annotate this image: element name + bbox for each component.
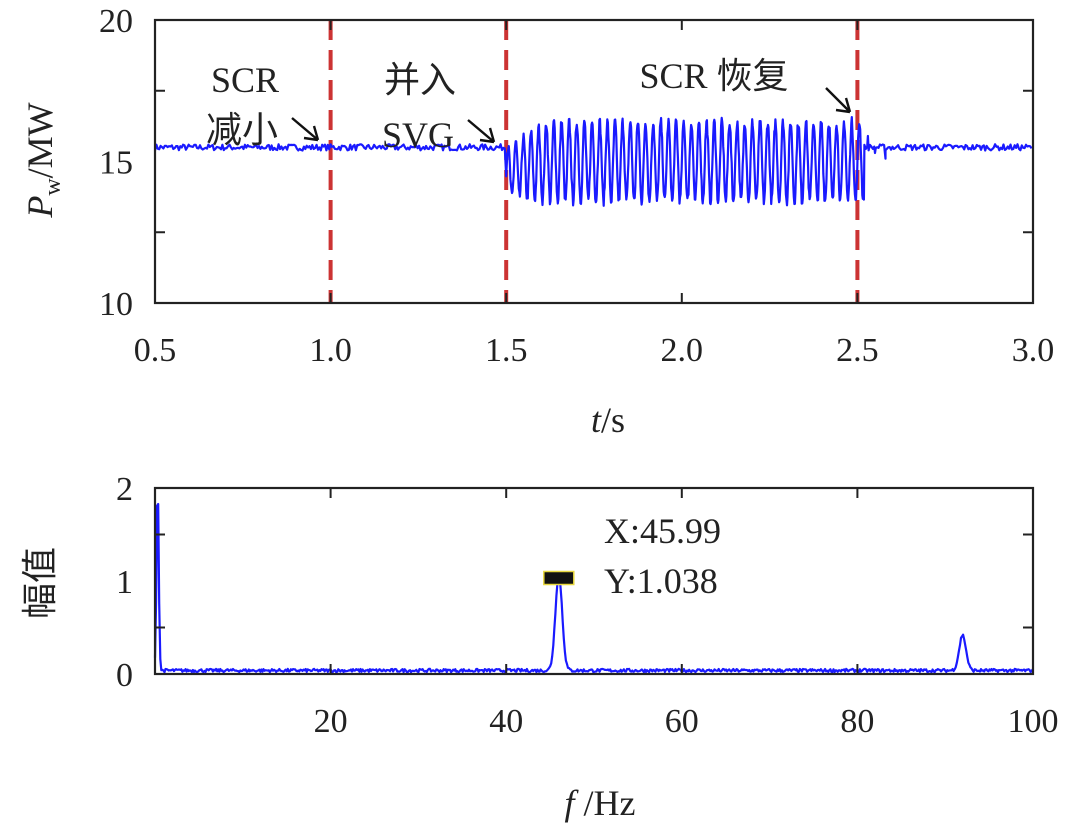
y-tick-label: 15 bbox=[99, 145, 133, 182]
y-label-subscript: w bbox=[40, 178, 66, 196]
y-tick-label: 2 bbox=[116, 471, 133, 508]
arrow-icon bbox=[467, 119, 496, 144]
x-tick-label: 1.0 bbox=[309, 332, 352, 369]
y-tick-label: 10 bbox=[99, 286, 133, 323]
annotation-svg-join-line2: SVG bbox=[382, 115, 454, 155]
arrow-icon bbox=[291, 117, 320, 142]
arrow-icon bbox=[825, 87, 852, 114]
x-label-italic: t bbox=[591, 400, 602, 440]
x-tick-label: 60 bbox=[665, 703, 699, 740]
power-chart: 0.5 1.0 1.5 2.0 2.5 3.0 10 15 20 Pw/MW t/s SCR 减… bbox=[20, 3, 1054, 440]
x-tick-label: 80 bbox=[840, 703, 874, 740]
event-lines bbox=[328, 20, 860, 303]
x-tick-label: 20 bbox=[314, 703, 348, 740]
x-tick-label: 3.0 bbox=[1012, 332, 1055, 369]
annotation-scr-reduce-line2: 减小 bbox=[206, 110, 278, 150]
y-tick-label: 1 bbox=[116, 564, 133, 601]
data-tip: X:45.99 Y:1.038 bbox=[543, 511, 721, 601]
x-tick-label: 2.5 bbox=[836, 332, 879, 369]
power-y-axis-label: Pw/MW bbox=[20, 102, 66, 218]
power-axis-ticks: 0.5 1.0 1.5 2.0 2.5 3.0 10 15 20 bbox=[99, 3, 1054, 369]
y-label-italic: P bbox=[20, 196, 60, 219]
power-x-axis-label: t/s bbox=[591, 400, 625, 440]
spectrum-x-axis-label: f /Hz bbox=[565, 783, 636, 823]
x-tick-label: 2.0 bbox=[661, 332, 704, 369]
annotation-scr-reduce-line1: SCR bbox=[211, 60, 279, 100]
data-tip-marker bbox=[543, 570, 575, 586]
y-tick-label: 20 bbox=[99, 3, 133, 40]
x-tick-label: 1.5 bbox=[485, 332, 528, 369]
y-label-unit: /MW bbox=[20, 102, 60, 178]
spectrum-series-line bbox=[153, 502, 1034, 674]
spectrum-chart: 20 40 60 80 100 0 1 2 幅值 f /Hz X:45.99 Y:1.038 bbox=[20, 471, 1059, 823]
data-tip-y-label: Y:1.038 bbox=[604, 561, 718, 601]
annotation-scr-restore: SCR 恢复 bbox=[639, 56, 852, 114]
annotation-scr-reduce: SCR 减小 bbox=[206, 60, 320, 150]
annotation-scr-restore-text: SCR 恢复 bbox=[639, 56, 788, 96]
power-plot-frame bbox=[153, 18, 1035, 305]
spectrum-plot-frame bbox=[153, 486, 1035, 676]
power-series-line bbox=[153, 116, 1033, 207]
x-tick-label: 0.5 bbox=[134, 332, 177, 369]
annotation-svg-join-line1: 并入 bbox=[384, 60, 456, 100]
annotation-svg-join: 并入 SVG bbox=[382, 60, 496, 155]
x-tick-label: 100 bbox=[1008, 703, 1059, 740]
y-tick-label: 0 bbox=[116, 657, 133, 694]
spectrum-y-axis-label: 幅值 bbox=[20, 547, 60, 619]
x-tick-label: 40 bbox=[489, 703, 523, 740]
x-label-unit: /Hz bbox=[575, 783, 636, 823]
spectrum-axis-ticks: 20 40 60 80 100 0 1 2 bbox=[116, 471, 1059, 740]
x-label-unit: /s bbox=[601, 400, 625, 440]
data-tip-x-label: X:45.99 bbox=[604, 511, 721, 551]
